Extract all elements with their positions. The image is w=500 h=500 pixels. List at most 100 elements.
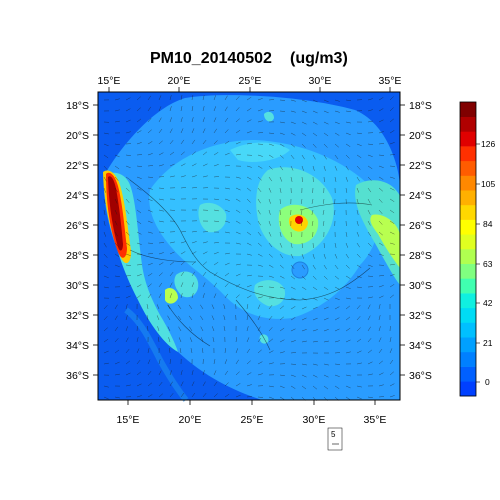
wind-vector [246,142,252,145]
wind-vector [223,315,226,321]
wind-vector [211,304,215,310]
wind-vector [235,337,238,343]
wind-vector [235,242,241,245]
x-tick-label-bottom: 15°E [117,414,140,426]
wind-vector [268,198,271,204]
wind-vector [168,337,171,343]
wind-vector [224,152,230,156]
wind-vector [323,154,327,160]
wind-vector [158,220,164,223]
vector-reference-key: 5 [327,427,343,451]
wind-vector [290,317,296,321]
wind-vector [323,132,329,137]
wind-vector [279,374,285,377]
wind-vector [356,385,362,388]
wind-vector [389,142,395,145]
wind-vector [191,175,197,178]
wind-vector [312,385,318,390]
wind-vector [246,284,252,288]
wind-vector [334,374,340,377]
wind-vector [191,128,195,134]
wind-vector [202,106,205,112]
wind-vector [136,242,142,245]
wind-vector [246,326,249,332]
wind-vector [114,315,118,321]
wind-vector [224,106,228,112]
wind-vector [158,393,163,398]
y-tick-label-left: 22°S [66,160,89,172]
wind-vector [345,132,351,136]
wind-vector [257,304,261,310]
wind-vector [312,306,318,310]
wind-vector [202,175,208,178]
wind-vector [200,326,204,332]
wind-vector [213,370,217,376]
wind-vector [147,141,153,145]
wind-vector [290,275,296,280]
colorbar-label: 84 [483,219,493,229]
wind-vector [136,209,142,214]
wind-vector [312,110,318,114]
wind-vector [389,395,395,398]
wind-vector [246,372,252,376]
wind-vector [246,209,251,214]
wind-vector [279,132,285,135]
wind-vector [202,392,207,398]
y-tick-label-right: 24°S [409,190,432,202]
wind-vector [114,349,120,354]
wind-vector [334,143,339,148]
wind-vector [169,151,175,156]
wind-vector [301,275,306,280]
wind-vector [257,242,262,247]
x-tick-label-top: 20°E [168,75,191,87]
wind-vector [169,293,172,299]
wind-vector [279,176,283,182]
wind-vector [257,337,262,343]
wind-vector [224,283,229,288]
colorbar-swatch [460,366,476,382]
wind-vector [301,340,307,343]
wind-vector [103,187,106,193]
wind-vector [367,120,373,123]
y-tick-label-left: 26°S [66,220,89,232]
wind-vector [257,349,262,354]
wind-vector [125,187,130,192]
wind-vector [114,264,120,268]
wind-vector [224,293,228,299]
wind-vector [246,108,252,112]
wind-vector [312,297,318,301]
wind-vector [257,326,261,332]
wind-vector [389,383,395,387]
wind-vector [224,348,226,354]
wind-vector [367,220,371,226]
wind-vector [323,363,329,366]
wind-vector [356,220,359,226]
colorbar-swatch [460,263,476,279]
wind-vector [356,165,361,170]
wind-vectors [103,95,396,401]
wind-vector [158,381,163,387]
wind-vector [367,275,374,277]
wind-vector [136,395,142,398]
wind-vector [334,242,337,248]
wind-vector [213,393,218,398]
wind-vector [213,381,218,387]
wind-vector [279,385,285,389]
wind-vector [367,187,372,193]
wind-vector [323,286,329,290]
wind-vector [158,272,163,277]
wind-vector [202,139,207,145]
wind-vector [114,120,120,123]
wind-vector [125,119,131,123]
colorbar-swatch [460,234,476,250]
wind-vector [224,382,229,387]
wind-vector [169,106,172,112]
wind-vector [157,326,160,332]
wind-vector [279,165,283,171]
wind-vector [202,151,208,156]
wind-vector [136,96,141,101]
colorbar: 0 21 42 63 84 105 126 [459,101,495,397]
wind-vector [180,231,187,233]
wind-vector [158,187,165,189]
wind-vector [169,251,175,255]
